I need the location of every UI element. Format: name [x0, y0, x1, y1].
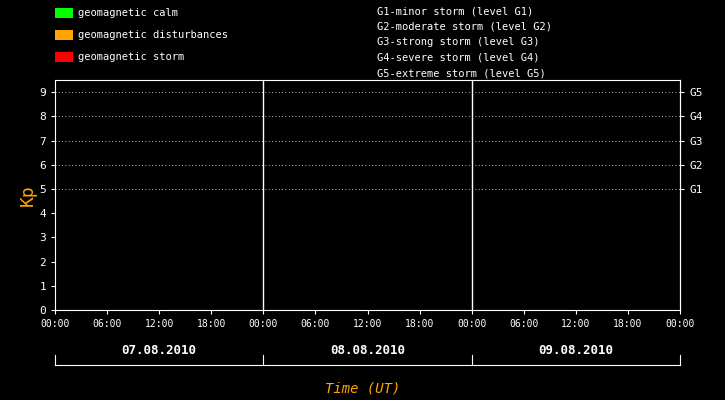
Text: 07.08.2010: 07.08.2010 — [122, 344, 196, 356]
Y-axis label: Kp: Kp — [18, 184, 36, 206]
Text: 09.08.2010: 09.08.2010 — [539, 344, 613, 356]
Text: geomagnetic storm: geomagnetic storm — [78, 52, 184, 62]
Text: G3-strong storm (level G3): G3-strong storm (level G3) — [377, 37, 539, 47]
Text: G1-minor storm (level G1): G1-minor storm (level G1) — [377, 6, 534, 16]
Text: G5-extreme storm (level G5): G5-extreme storm (level G5) — [377, 68, 546, 78]
Text: geomagnetic disturbances: geomagnetic disturbances — [78, 30, 228, 40]
Text: geomagnetic calm: geomagnetic calm — [78, 8, 178, 18]
Text: Time (UT): Time (UT) — [325, 382, 400, 396]
Text: G2-moderate storm (level G2): G2-moderate storm (level G2) — [377, 22, 552, 32]
Text: 08.08.2010: 08.08.2010 — [330, 344, 405, 356]
Text: G4-severe storm (level G4): G4-severe storm (level G4) — [377, 52, 539, 62]
